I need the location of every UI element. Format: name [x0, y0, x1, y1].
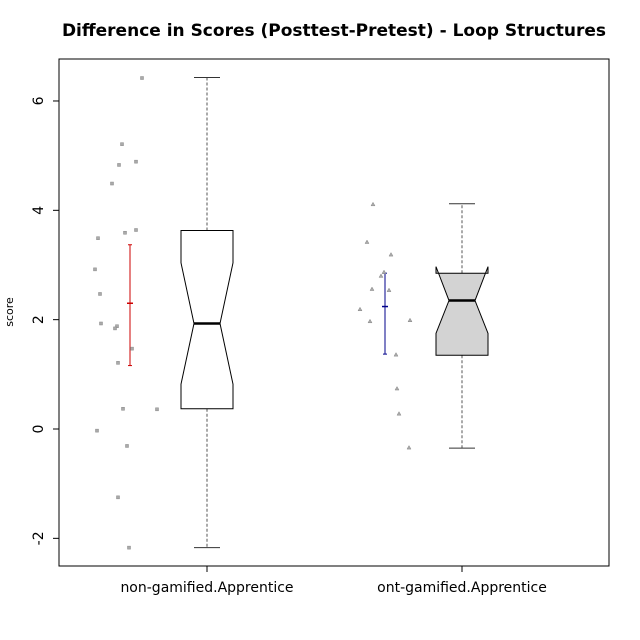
data-point — [378, 273, 384, 278]
data-point — [393, 352, 399, 357]
data-point — [113, 326, 117, 331]
data-point — [98, 292, 102, 296]
x-axis: non-gamified.Apprentice ont-gamified.Appr… — [120, 565, 547, 596]
boxplot-groups — [93, 76, 489, 550]
y-tick-label: 2 — [31, 315, 47, 324]
notched-box — [435, 266, 489, 356]
data-point — [369, 286, 375, 291]
data-point — [364, 239, 370, 244]
data-point — [95, 428, 99, 433]
data-point — [381, 269, 387, 274]
x-tick-label: non-gamified.Apprentice — [120, 580, 293, 596]
data-point — [93, 267, 97, 272]
y-tick-label: 6 — [31, 96, 47, 105]
data-point — [367, 318, 373, 324]
data-point — [99, 321, 103, 326]
data-point — [388, 252, 394, 257]
y-axis: -2 0 2 4 6 — [31, 96, 60, 545]
x-tick-label: ont-gamified.Apprentice — [377, 580, 547, 596]
boxplot-group — [357, 201, 489, 450]
data-point — [155, 407, 159, 412]
data-point — [123, 230, 127, 235]
data-point — [116, 361, 120, 365]
y-tick-label: 0 — [31, 425, 47, 434]
data-point — [96, 236, 100, 240]
data-point — [386, 287, 392, 292]
data-point — [117, 163, 121, 167]
y-tick-label: -2 — [31, 531, 47, 545]
y-tick-label: 4 — [31, 206, 47, 215]
data-point — [121, 407, 125, 411]
data-point — [125, 444, 129, 448]
data-point — [130, 346, 134, 351]
data-point — [357, 306, 363, 312]
notched-box — [180, 230, 234, 410]
data-point — [110, 181, 114, 186]
y-axis-title: score — [3, 297, 16, 327]
data-point — [396, 411, 402, 416]
data-point — [134, 159, 138, 164]
plot-frame — [58, 58, 610, 567]
data-point — [370, 201, 376, 207]
data-point — [115, 324, 119, 328]
data-point — [407, 317, 413, 322]
data-point — [394, 386, 400, 391]
data-point — [134, 228, 138, 232]
data-point — [140, 76, 144, 80]
data-point — [116, 495, 120, 500]
data-point — [127, 545, 131, 550]
boxplot-group — [93, 76, 234, 550]
data-point — [120, 142, 124, 146]
data-point — [406, 445, 412, 450]
chart-title: Difference in Scores (Posttest-Pretest) … — [62, 21, 606, 41]
